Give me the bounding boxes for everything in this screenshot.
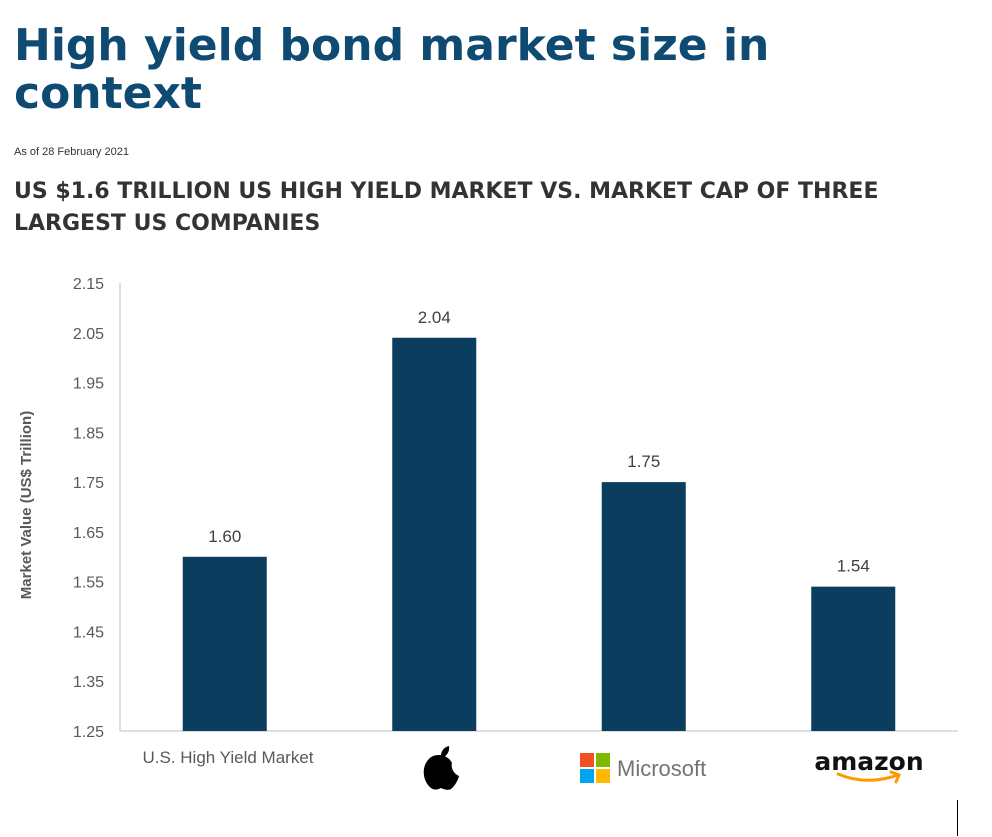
microsoft-icon-yellow: [596, 769, 610, 783]
y-tick-label: 2.05: [73, 326, 104, 343]
y-tick-label: 1.35: [73, 674, 104, 691]
y-tick-label: 1.75: [73, 475, 104, 492]
edge-divider: [957, 800, 958, 836]
microsoft-icon-green: [596, 753, 610, 767]
y-tick-label: 1.55: [73, 575, 104, 592]
microsoft-logo: Microsoft: [580, 753, 706, 783]
y-tick-label: 1.85: [73, 425, 104, 442]
y-tick-label: 1.25: [73, 724, 104, 741]
as-of-date: As of 28 February 2021: [14, 146, 129, 158]
bar: [182, 556, 267, 731]
y-tick-label: 1.65: [73, 525, 104, 542]
data-label: 1.60: [208, 527, 241, 546]
category-label-hy: U.S. High Yield Market: [142, 748, 313, 767]
y-tick-label: 2.15: [73, 276, 104, 293]
microsoft-label: Microsoft: [617, 756, 706, 781]
bar: [392, 337, 477, 731]
amazon-label: amazon: [814, 747, 923, 776]
apple-logo: [423, 746, 459, 790]
amazon-arrow-icon: [889, 770, 901, 784]
microsoft-icon-blue: [580, 769, 594, 783]
data-labels: 1.60 2.04 1.75 1.54: [208, 308, 870, 576]
data-label: 1.75: [627, 452, 660, 471]
y-tick-label: 1.45: [73, 624, 104, 641]
y-axis-label: Market Value (US$ Trillion): [18, 411, 35, 599]
y-tick-label: 1.95: [73, 376, 104, 393]
data-label: 1.54: [837, 557, 870, 576]
microsoft-icon-red: [580, 753, 594, 767]
page-title: High yield bond market size in context: [14, 20, 770, 119]
bar: [601, 482, 686, 731]
bar: [811, 586, 896, 731]
y-axis-ticks: 1.25 1.35 1.45 1.55 1.65 1.75 1.85 1.95 2.05 2.15: [73, 276, 104, 741]
amazon-logo: amazon: [814, 747, 924, 784]
apple-icon: [423, 754, 459, 790]
apple-leaf-icon: [440, 746, 450, 758]
chart-subtitle: US $1.6 TRILLION US HIGH YIELD MARKET VS…: [14, 179, 879, 236]
amazon-smile-icon: [836, 772, 900, 782]
bars: [182, 337, 896, 731]
data-label: 2.04: [418, 308, 451, 327]
